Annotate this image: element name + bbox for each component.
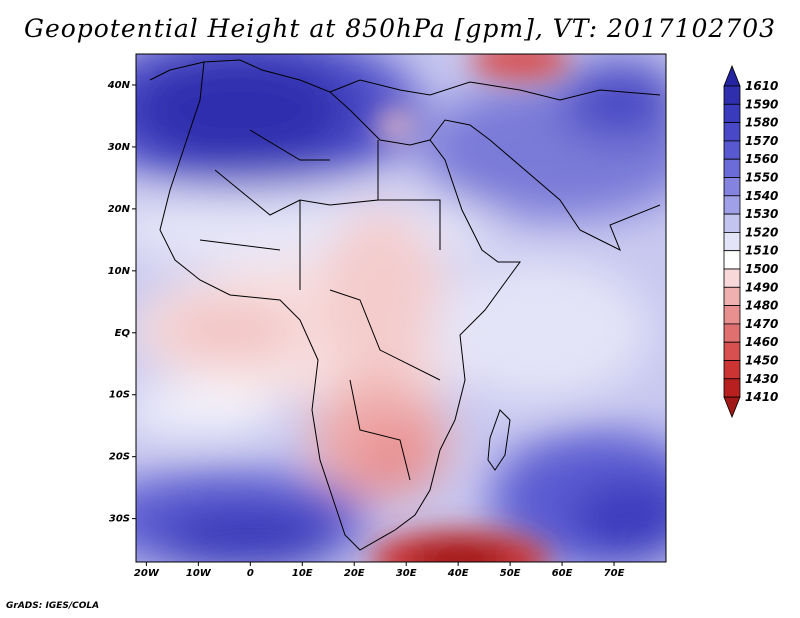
y-tick-label: 30N [108,142,131,153]
colorbar-label: 1410 [745,390,778,404]
colorbar-label: 1590 [745,97,778,111]
height-field [136,54,666,562]
coastlines [149,59,661,551]
y-tick-label: 10S [109,390,130,401]
y-tick-label: 40N [107,80,131,91]
map-title: Geopotential Height at 850hPa [gpm], VT:… [23,14,777,43]
x-tick-label: 10E [292,568,313,579]
colorbar-swatch [723,305,741,325]
x-axis-ticks: 20W 10W 0 10E 20E 30E 40E 50E 60E 70E [134,562,625,579]
x-tick-label: 40E [447,568,469,579]
colorbar-label: 1550 [745,171,778,185]
colorbar-label: 1460 [745,335,778,349]
colorbar-swatch [723,286,741,306]
x-tick-label: 30E [396,568,417,579]
colorbar-label: 1570 [745,134,778,148]
x-tick-label: 0 [247,568,254,579]
x-tick-label: 70E [604,568,625,579]
y-tick-label: 20N [108,204,131,215]
colorbar-label: 1490 [745,280,778,294]
y-tick-label: 10N [108,266,131,277]
colorbar-label: 1560 [745,152,778,166]
colorbar-swatch [723,341,741,361]
colorbar-swatch [723,122,741,142]
x-tick-label: 20E [344,568,365,579]
colorbar-label: 1480 [745,299,778,313]
x-tick-label: 20W [134,568,160,579]
colorbar-label: 1430 [745,372,778,386]
colorbar-swatch [723,177,741,197]
colorbar-label: 1470 [745,317,778,331]
colorbar-label: 1610 [745,79,778,93]
y-tick-label: 30S [109,514,130,525]
colorbar-swatch [723,378,741,398]
colorbar-swatch [723,360,741,380]
colorbar: 1610 1590 1580 1570 1560 1550 1540 1530 1520 1510… [723,64,778,419]
colorbar-label: 1450 [745,354,778,368]
colorbar-label: 1530 [745,207,778,221]
colorbar-swatch [723,103,741,124]
x-tick-label: 10W [186,568,212,579]
colorbar-swatch [723,195,741,215]
colorbar-swatch [723,323,741,343]
colorbar-swatch [723,250,741,270]
y-axis-ticks: 40N 30N 20N 10N EQ 10S 20S 30S [107,80,136,525]
colorbar-swatch [723,140,741,160]
x-tick-label: 60E [552,568,573,579]
y-tick-label: 20S [109,452,130,463]
colorbar-swatch [723,268,741,288]
colorbar-swatch [723,213,741,233]
colorbar-label: 1500 [745,262,778,276]
colorbar-label: 1540 [745,189,778,203]
grads-credit: GrADS: IGES/COLA [6,601,100,611]
y-tick-label: EQ [115,328,131,339]
colorbar-swatch [723,85,741,105]
plot-frame [135,53,667,563]
colorbar-swatch [723,158,741,178]
colorbar-label: 1580 [745,116,778,130]
colorbar-label: 1510 [745,244,778,258]
colorbar-bottom-arrow [723,396,741,419]
x-tick-label: 50E [500,568,521,579]
colorbar-top-arrow [723,64,741,87]
colorbar-swatch [723,231,741,252]
colorbar-label: 1520 [745,225,778,239]
